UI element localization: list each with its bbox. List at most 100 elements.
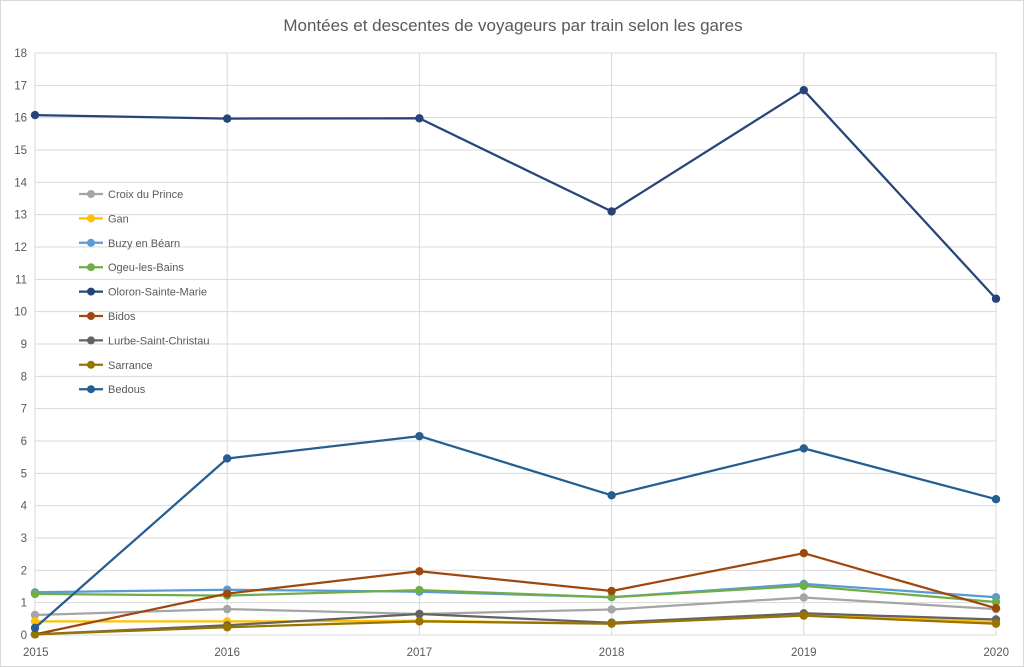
data-point [991,294,1001,303]
legend-marker [87,312,95,320]
x-tick-label: 2019 [791,647,817,659]
y-tick-label: 15 [14,145,27,157]
y-tick-label: 14 [14,177,27,189]
y-tick-label: 5 [21,468,27,480]
legend-item: Croix du Prince [79,189,183,201]
x-tick-label: 2018 [599,647,625,659]
data-point [30,110,40,120]
y-tick-label: 7 [21,404,27,416]
data-point [991,619,1001,628]
data-point [223,604,232,614]
legend: Croix du Prince Gan Buzy en Béarn Ogeu-les-… [79,189,210,396]
legend-marker [87,385,95,394]
data-point [30,610,40,620]
y-tick-label: 8 [21,371,27,383]
data-point [607,491,616,500]
legend-marker [87,238,95,247]
data-point [607,586,616,596]
data-point [607,592,616,602]
legend-item: Bedous [79,384,146,396]
legend-label: Bidos [108,311,136,323]
legend-label: Bedous [108,384,146,396]
legend-marker [87,190,95,198]
data-point [991,495,1001,504]
legend-marker [87,214,95,223]
series-line [34,552,997,636]
y-tick-label: 2 [21,565,27,577]
data-point [223,623,232,632]
data-point [30,630,40,639]
legend-marker [87,263,95,272]
series-bedous [30,431,1001,633]
series-lurbe-saint-christau [30,609,1001,639]
legend-item: Lurbe-Saint-Christau [79,335,210,347]
series-oloron-sainte-marie [30,85,1001,303]
series-bidos [30,548,1001,639]
legend-label: Ogeu-les-Bains [108,262,184,274]
y-tick-label: 16 [14,113,27,125]
legend-marker [87,336,95,345]
y-tick-label: 9 [21,339,27,351]
data-point [799,444,808,453]
series-line [34,89,997,300]
series-sarrance [30,611,1001,639]
legend-label: Buzy en Béarn [108,238,180,250]
legend-label: Lurbe-Saint-Christau [108,335,210,347]
legend-marker [87,287,95,296]
grid [34,52,997,636]
series-line [34,614,997,636]
data-point [799,581,808,591]
data-point [223,454,232,463]
chart-title: Montées et descentes de voyageurs par tr… [283,16,742,35]
y-tick-label: 17 [14,80,27,92]
y-tick-label: 4 [21,501,28,513]
y-tick-label: 12 [14,242,27,254]
legend-item: Sarrance [79,360,153,372]
x-tick-label: 2020 [983,647,1009,659]
series-line [34,596,997,617]
data-point [607,619,616,628]
series-line [34,584,997,604]
y-tick-label: 1 [21,598,27,610]
data-point [223,114,232,123]
series-line [34,612,997,636]
series-lines [30,85,1001,639]
x-tick-label: 2016 [214,647,240,659]
data-point [991,597,1001,607]
data-point [30,623,40,633]
y-tick-label: 10 [14,307,27,319]
legend-item: Oloron-Sainte-Marie [79,287,207,299]
y-tick-label: 11 [15,274,27,286]
data-point [415,585,424,595]
data-point [799,611,808,620]
legend-item: Ogeu-les-Bains [79,262,184,274]
y-tick-label: 13 [14,210,27,222]
data-point [415,431,424,441]
x-tick-label: 2015 [23,647,49,659]
legend-label: Gan [108,213,129,225]
legend-label: Oloron-Sainte-Marie [108,287,207,299]
y-tick-label: 6 [21,436,27,448]
legend-label: Croix du Prince [108,189,183,201]
data-point [607,207,616,216]
data-point [991,603,1001,613]
data-point [415,617,424,626]
data-point [415,567,424,576]
legend-item: Buzy en Béarn [79,238,180,250]
y-tick-label: 3 [21,533,27,545]
data-point [607,605,616,614]
data-point [799,85,808,95]
y-tick-label: 0 [21,630,27,642]
data-point [415,114,424,123]
y-tick-label: 18 [14,48,27,60]
data-point [223,589,232,598]
legend-item: Bidos [79,311,136,323]
data-point [415,609,424,619]
data-point [30,589,40,599]
data-point [799,593,808,602]
data-point [799,548,808,558]
x-tick-label: 2017 [407,647,433,659]
